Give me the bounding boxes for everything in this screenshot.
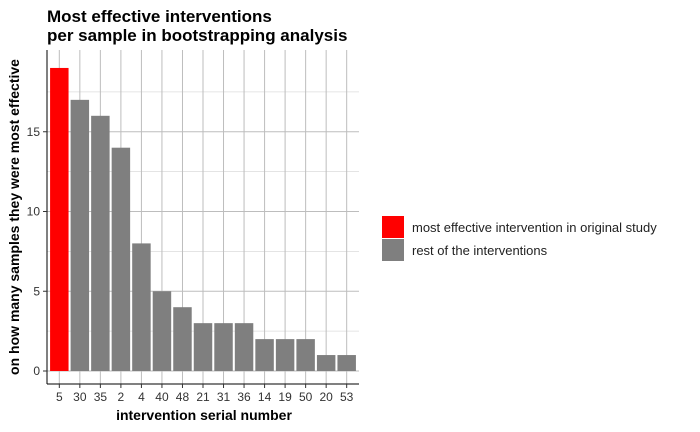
bar-40 [152,291,172,371]
bar-5 [50,67,69,371]
bar-19 [275,339,295,371]
legend: most effective intervention in original … [382,216,657,261]
bar-30 [70,99,90,371]
x-tick-label: 50 [299,390,313,404]
legend-swatch [382,216,404,238]
y-tick-label: 5 [33,284,40,298]
axes: 0 5 10 15 5 30 35 2 4 40 48 21 31 36 14 19 50 20 53 [27,50,359,404]
y-tick-label: 15 [27,125,41,139]
x-tick-label: 20 [319,390,333,404]
bar-21 [193,323,213,371]
x-tick-label: 4 [138,390,145,404]
x-tick-label: 2 [118,390,125,404]
x-tick-label: 31 [217,390,231,404]
bar-53 [337,355,356,371]
bar-50 [296,339,315,371]
x-tick-label: 19 [278,390,292,404]
legend-swatch [382,239,404,261]
x-tick-label: 36 [237,390,251,404]
bar-2 [111,147,131,371]
x-tick-label: 53 [340,390,354,404]
y-tick-label: 10 [27,205,41,219]
y-tick-label: 0 [33,364,40,378]
x-tick-label: 21 [196,390,210,404]
bars [50,67,356,371]
x-tick-label: 14 [258,390,272,404]
chart-title-line-1: Most effective interventions [47,7,272,26]
x-tick-label: 30 [73,390,87,404]
x-tick-label: 40 [155,390,169,404]
bar-35 [91,115,110,371]
legend-label: most effective intervention in original … [412,220,657,235]
bar-20 [316,355,336,371]
y-axis-title: on how many samples they were most effec… [6,59,22,375]
bar-36 [234,323,254,371]
chart-title-line-2: per sample in bootstrapping analysis [47,26,347,45]
x-tick-label: 48 [176,390,190,404]
bar-4 [132,243,151,371]
bar-31 [214,323,233,371]
legend-label: rest of the interventions [412,243,548,258]
bar-48 [173,307,192,371]
x-tick-label: 35 [94,390,108,404]
x-tick-label: 5 [56,390,63,404]
bar-14 [255,339,274,371]
x-axis-title: intervention serial number [116,407,292,423]
